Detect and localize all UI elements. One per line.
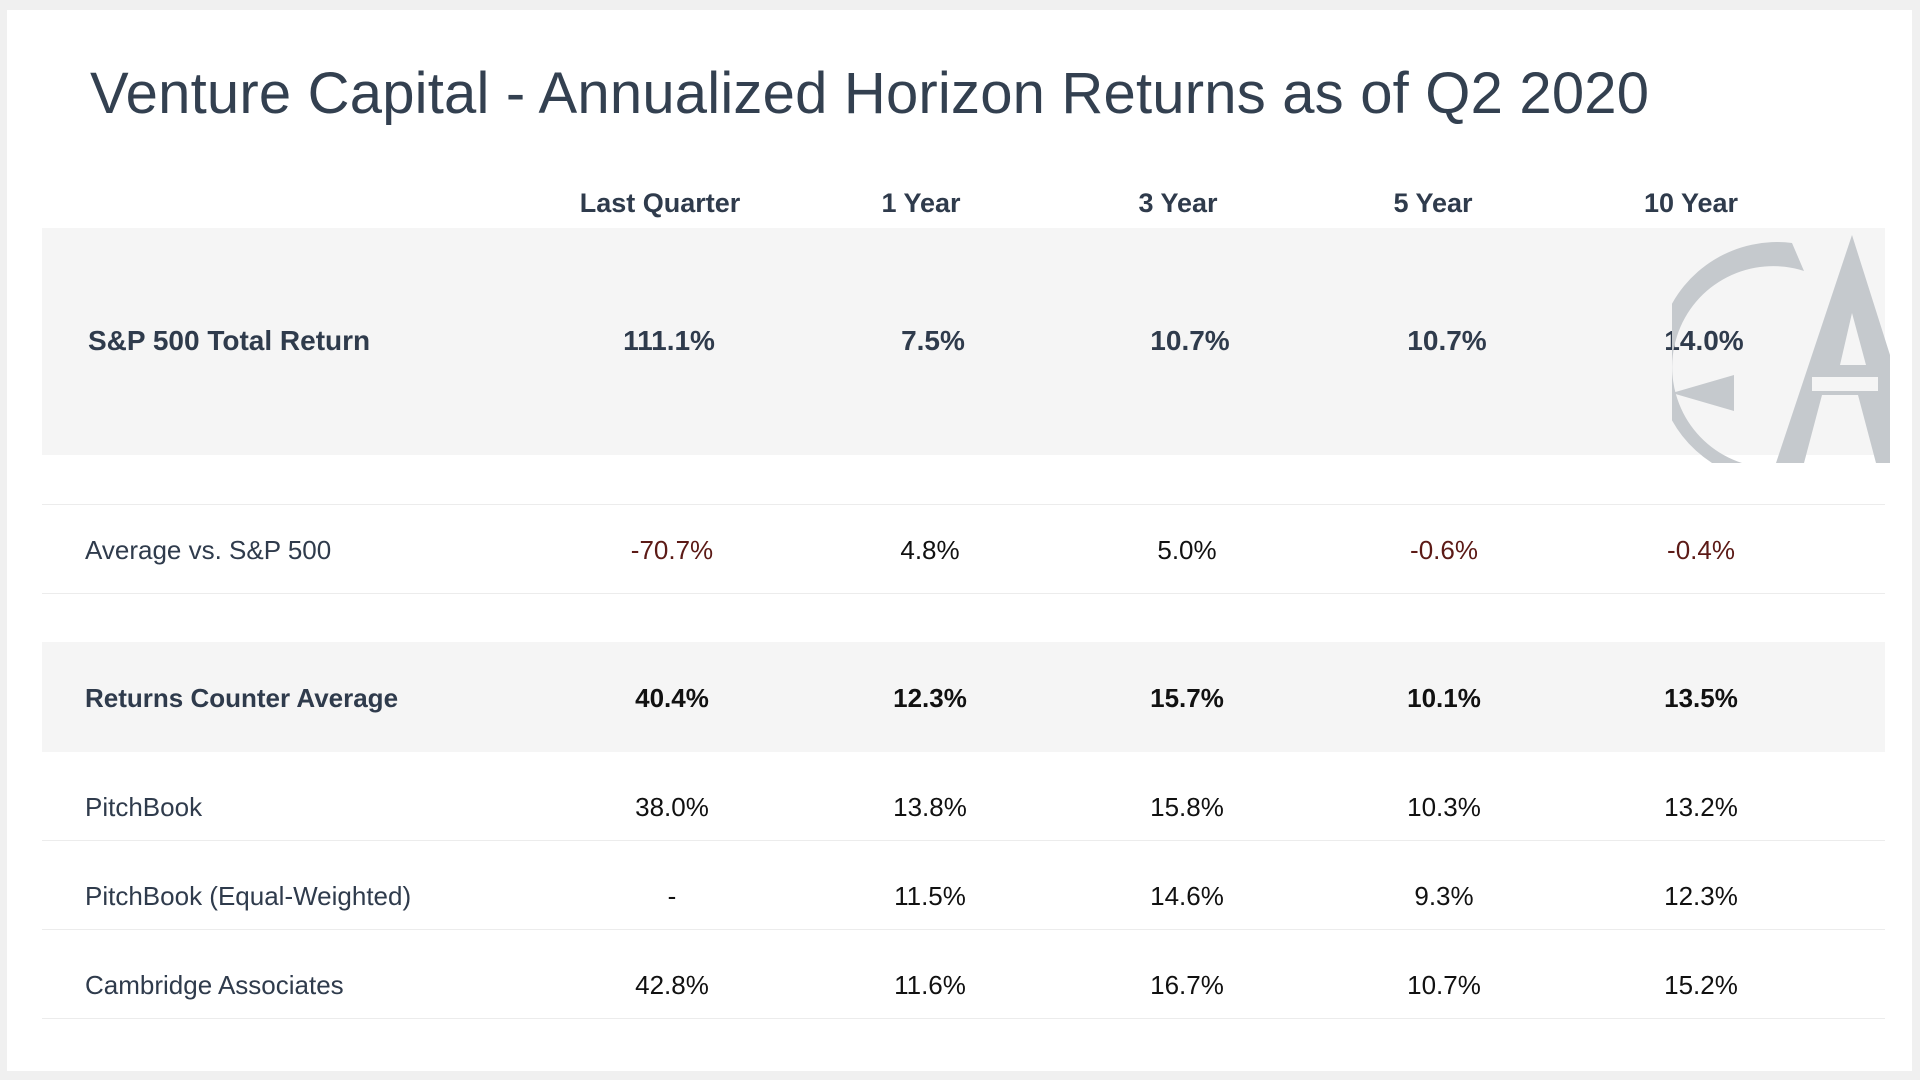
table-cell: 13.8% xyxy=(893,792,967,822)
row-label: PitchBook (Equal-Weighted) xyxy=(85,881,412,911)
table-cell: 10.7% xyxy=(1150,325,1230,356)
table-row-pitchbook-equal-weighted: PitchBook (Equal-Weighted) - 11.5% 14.6%… xyxy=(42,841,1885,930)
row-label: Returns Counter Average xyxy=(85,683,399,713)
table-cell: 12.3% xyxy=(893,683,967,713)
table-cell: 40.4% xyxy=(635,683,709,713)
table-header: Last Quarter 1 Year 3 Year 5 Year 10 Yea… xyxy=(7,188,1912,230)
row-label: S&P 500 Total Return xyxy=(88,325,371,356)
table-row-sp500: S&P 500 Total Return 111.1% 7.5% 10.7% 1… xyxy=(42,228,1885,455)
table-cell: - xyxy=(667,881,677,911)
table-cell: -0.4% xyxy=(1667,535,1735,565)
col-header-5-year: 5 Year xyxy=(1393,188,1473,218)
table-cell: 38.0% xyxy=(635,792,709,822)
table-cell: 10.7% xyxy=(1407,325,1487,356)
table-cell: 13.5% xyxy=(1664,683,1738,713)
row-label: Average vs. S&P 500 xyxy=(85,535,332,565)
col-header-3-year: 3 Year xyxy=(1138,188,1218,218)
table-cell: 10.1% xyxy=(1407,683,1481,713)
col-header-1-year: 1 Year xyxy=(881,188,961,218)
table-cell: 11.5% xyxy=(894,881,966,911)
table-cell: 14.0% xyxy=(1664,325,1744,356)
table-row-pitchbook: PitchBook 38.0% 13.8% 15.8% 10.3% 13.2% xyxy=(42,752,1885,841)
table-cell: 9.3% xyxy=(1414,881,1474,911)
row-divider xyxy=(42,504,1885,505)
table-cell: 16.7% xyxy=(1150,970,1224,1000)
table-cell: 4.8% xyxy=(900,535,960,565)
table-cell: 15.8% xyxy=(1150,792,1224,822)
table-cell: 10.3% xyxy=(1407,792,1481,822)
col-header-10-year: 10 Year xyxy=(1643,188,1739,218)
table-row-cambridge-associates: Cambridge Associates 42.8% 11.6% 16.7% 1… xyxy=(42,930,1885,1019)
page-title: Venture Capital - Annualized Horizon Ret… xyxy=(90,61,1650,126)
table-cell: -0.6% xyxy=(1410,535,1478,565)
col-header-last-quarter: Last Quarter xyxy=(579,188,741,218)
table-row-avg-vs-sp500: Average vs. S&P 500 -70.7% 4.8% 5.0% -0.… xyxy=(42,505,1885,594)
row-label: PitchBook xyxy=(85,792,203,822)
table-cell: 42.8% xyxy=(635,970,709,1000)
table-cell: 111.1% xyxy=(623,325,715,356)
table-cell: 12.3% xyxy=(1664,881,1738,911)
table-cell: 7.5% xyxy=(901,325,965,356)
table-cell: 10.7% xyxy=(1407,970,1481,1000)
table-cell: 13.2% xyxy=(1664,792,1738,822)
table-cell: 15.2% xyxy=(1664,970,1738,1000)
table-cell: 11.6% xyxy=(894,970,966,1000)
table-cell: 14.6% xyxy=(1150,881,1224,911)
table-cell: 15.7% xyxy=(1150,683,1224,713)
report-card: Venture Capital - Annualized Horizon Ret… xyxy=(7,10,1912,1071)
table-row-returns-counter-average: Returns Counter Average 40.4% 12.3% 15.7… xyxy=(42,642,1885,752)
table-cell: -70.7% xyxy=(630,535,714,565)
row-label: Cambridge Associates xyxy=(85,970,344,1000)
table-cell: 5.0% xyxy=(1157,535,1217,565)
